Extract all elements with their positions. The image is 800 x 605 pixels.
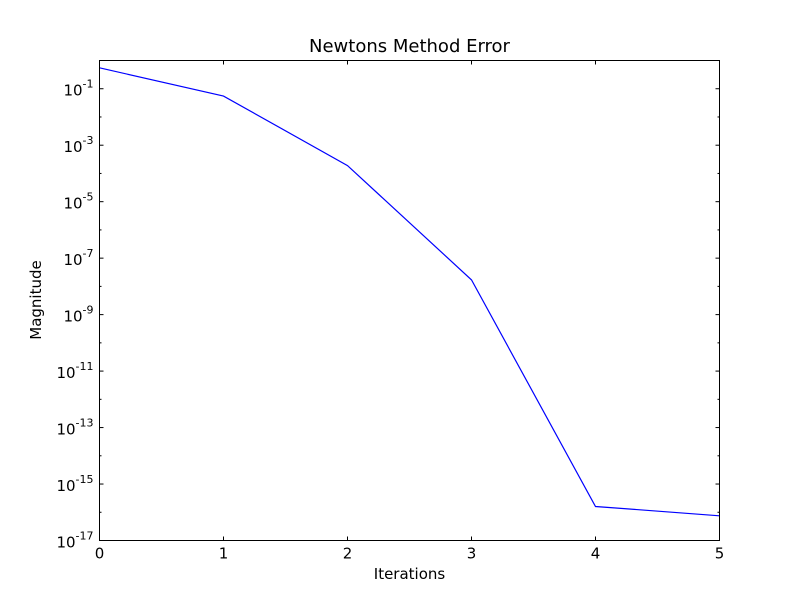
y-tick-label: 10-9 (63, 304, 93, 326)
x-tick-label: 1 (219, 545, 229, 563)
y-tick-label-exponent: -17 (76, 530, 94, 543)
y-tick-label: 10-5 (63, 191, 93, 213)
y-tick-label-exponent: -13 (76, 417, 94, 430)
y-tick-label-exponent: -9 (83, 304, 94, 317)
y-tick-label: 10-13 (56, 417, 93, 439)
y-tick-label-base: 10 (63, 251, 82, 269)
x-tick-label: 2 (343, 545, 353, 563)
y-tick-label-exponent: -5 (83, 191, 94, 204)
y-tick-label-exponent: -1 (83, 78, 94, 91)
y-tick-label-exponent: -3 (83, 134, 94, 147)
y-tick-label-exponent: -7 (83, 247, 94, 260)
x-tick-labels: 0 1 2 3 4 5 (95, 545, 725, 563)
y-axis-label: Magnitude (27, 260, 45, 339)
y-tick-label-base: 10 (63, 82, 82, 100)
y-tick-label-base: 10 (56, 364, 75, 382)
x-tick-label: 5 (715, 545, 725, 563)
plot-area (99, 60, 720, 541)
y-tick-label-base: 10 (56, 477, 75, 495)
y-tick-label: 10-1 (63, 78, 93, 100)
y-tick-label-base: 10 (56, 421, 75, 439)
series-line (99, 67, 720, 517)
y-tick-label-base: 10 (63, 308, 82, 326)
y-tick-label-base: 10 (56, 534, 75, 552)
series-layer (99, 67, 720, 517)
y-tick-label-exponent: -15 (76, 473, 94, 486)
y-tick-label: 10-11 (56, 360, 93, 382)
x-tick-label: 4 (591, 545, 601, 563)
y-tick-label: 10-15 (56, 473, 93, 495)
y-tick-label: 10-17 (56, 530, 93, 552)
y-tick-label-base: 10 (63, 138, 82, 156)
y-tick-label: 10-7 (63, 247, 93, 269)
y-tick-label-base: 10 (63, 195, 82, 213)
plot-frame (99, 60, 720, 541)
chart-title: Newtons Method Error (309, 36, 511, 57)
x-axis-label: Iterations (374, 565, 446, 583)
y-tick-label-exponent: -11 (76, 360, 94, 373)
x-tick-label: 3 (467, 545, 477, 563)
x-tick-label: 0 (95, 545, 105, 563)
y-tick-label: 10-3 (63, 134, 93, 156)
